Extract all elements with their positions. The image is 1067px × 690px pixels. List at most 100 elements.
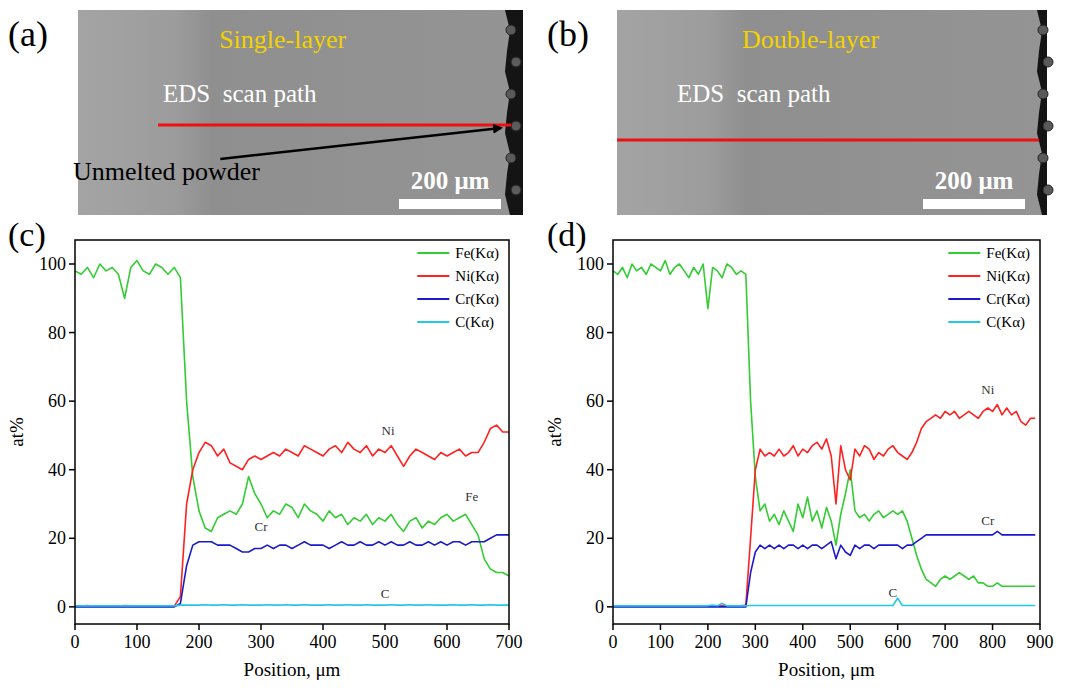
scan-label: EDS scan path [163, 80, 317, 107]
panel-label: (d) [547, 216, 587, 254]
x-tick-label: 300 [248, 632, 275, 652]
panel-label: (c) [8, 216, 46, 254]
y-tick-label: 20 [48, 528, 66, 548]
x-tick-label: 500 [372, 632, 399, 652]
chart: (d)0100200300400500600700800900020406080… [544, 216, 1054, 680]
x-tick [944, 624, 946, 630]
y-tick-label: 60 [48, 391, 66, 411]
x-tick-label: 100 [124, 632, 151, 652]
x-tick-label: 0 [71, 632, 80, 652]
powder-particle [506, 153, 516, 163]
powder-particle [1038, 89, 1048, 99]
chart: (c)0100200300400500600700020406080100Pos… [6, 216, 523, 680]
legend-label: Cr(Kα) [986, 291, 1030, 308]
legend: Fe(Kα)Ni(Kα)Cr(Kα)C(Kα) [948, 245, 1030, 331]
scan-path [617, 139, 1039, 142]
series-line [613, 531, 1035, 606]
series-annotation: C [889, 585, 898, 600]
sample-edge [1037, 10, 1047, 215]
series-line [613, 261, 1035, 587]
panel-label: (b) [547, 14, 589, 54]
x-tick-label: 700 [496, 632, 523, 652]
y-tick [69, 400, 75, 402]
scan-path [158, 124, 511, 127]
y-tick-label: 60 [586, 391, 604, 411]
x-tick-label: 500 [837, 632, 864, 652]
y-axis-title: at% [6, 417, 27, 447]
series-annotation: Cr [255, 519, 269, 534]
x-tick [802, 624, 804, 630]
x-tick [322, 624, 324, 630]
y-tick-label: 40 [48, 460, 66, 480]
powder-particle [511, 121, 521, 131]
image-title: Double-layer [742, 25, 880, 54]
x-tick-label: 300 [742, 632, 769, 652]
series-annotation: Ni [382, 423, 395, 438]
series-line [75, 535, 509, 607]
y-tick [69, 606, 75, 608]
x-tick-label: 200 [694, 632, 721, 652]
image-title: Single-layer [219, 25, 346, 54]
x-tick [136, 624, 138, 630]
x-tick [992, 624, 994, 630]
powder-particle [511, 185, 521, 195]
x-tick [660, 624, 662, 630]
legend-swatch [417, 298, 449, 300]
y-tick-label: 40 [586, 460, 604, 480]
x-tick [707, 624, 709, 630]
x-tick [198, 624, 200, 630]
y-tick [69, 263, 75, 265]
series-annotation: Cr [981, 513, 995, 528]
x-tick-label: 100 [647, 632, 674, 652]
y-tick-label: 100 [39, 254, 66, 274]
sample-edge [505, 10, 523, 215]
x-tick [897, 624, 899, 630]
y-tick-label: 80 [586, 323, 604, 343]
series-line [75, 425, 509, 606]
powder-particle [1038, 25, 1048, 35]
x-tick [755, 624, 757, 630]
series-line [75, 605, 509, 606]
figure: Single-layerEDS scan path200 μm(a)Unmelt… [0, 0, 1067, 690]
powder-particle [506, 25, 516, 35]
legend-label: C(Kα) [986, 314, 1025, 331]
x-tick [74, 624, 76, 630]
legend-swatch [948, 275, 980, 277]
scale-bar-label: 200 μm [935, 167, 1014, 194]
legend-swatch [948, 298, 980, 300]
sem-image [617, 10, 1047, 215]
series-annotation: Fe [465, 489, 478, 504]
y-tick [607, 400, 613, 402]
powder-particle [1043, 185, 1053, 195]
legend-swatch [417, 252, 449, 254]
plot-frame [613, 240, 1040, 624]
x-tick-label: 600 [434, 632, 461, 652]
y-tick [69, 332, 75, 334]
y-tick [69, 469, 75, 471]
y-tick-label: 20 [586, 528, 604, 548]
legend-label: Ni(Kα) [986, 268, 1030, 285]
legend-swatch [948, 321, 980, 323]
y-tick-label: 80 [48, 323, 66, 343]
annotation-arrow [220, 128, 501, 159]
x-tick [1039, 624, 1041, 630]
legend-swatch [417, 321, 449, 323]
powder-particle [506, 89, 516, 99]
y-tick-label: 0 [595, 597, 604, 617]
x-tick [849, 624, 851, 630]
legend-swatch [417, 275, 449, 277]
x-tick [446, 624, 448, 630]
image-panel: Double-layer EDS scan path 200 μm [617, 10, 1053, 215]
powder-particle [1043, 121, 1053, 131]
x-tick [260, 624, 262, 630]
x-tick-label: 400 [310, 632, 337, 652]
scan-label: EDS scan path [677, 80, 831, 107]
legend-label: Fe(Kα) [455, 245, 499, 262]
scale-bar-label: 200 μm [411, 167, 490, 194]
scale-bar [399, 199, 501, 209]
x-tick-label: 700 [932, 632, 959, 652]
x-tick [612, 624, 614, 630]
series-line [75, 261, 509, 576]
y-tick [607, 332, 613, 334]
x-tick-label: 900 [1027, 632, 1054, 652]
